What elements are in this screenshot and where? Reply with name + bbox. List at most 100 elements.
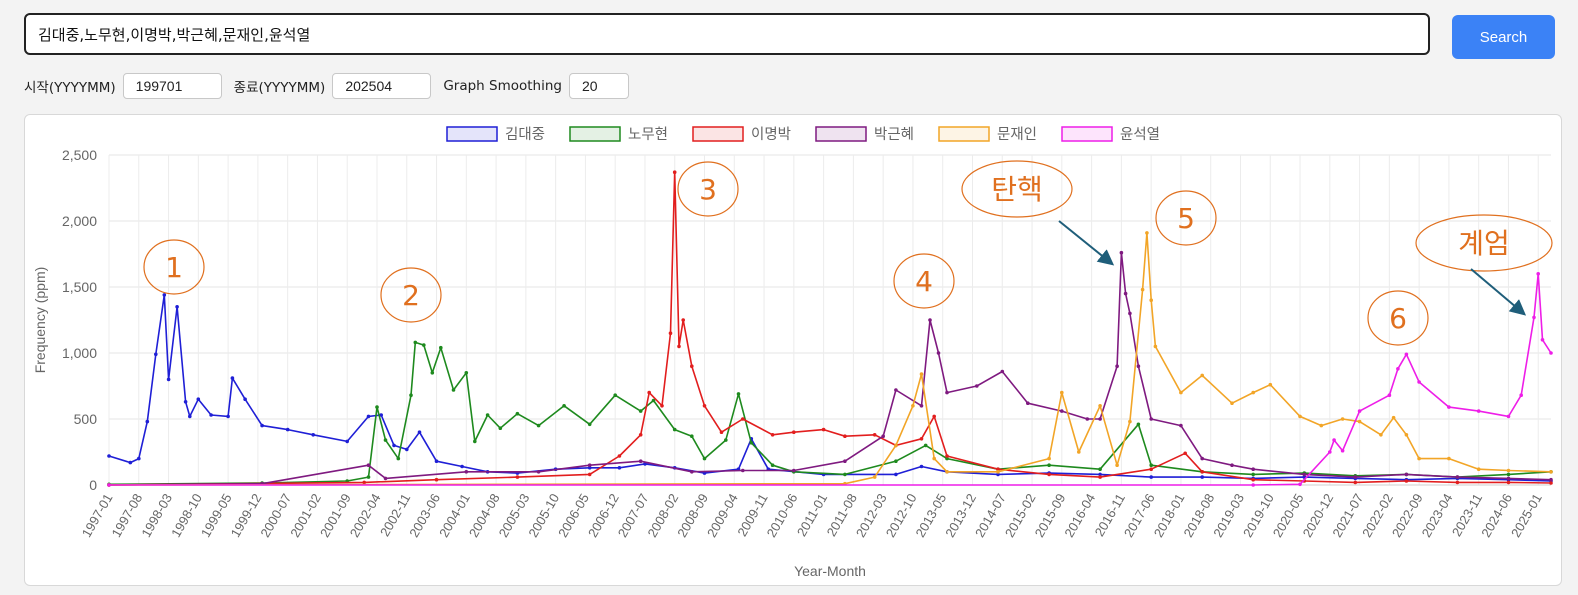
data-point bbox=[1353, 480, 1358, 485]
data-point bbox=[1000, 369, 1005, 374]
data-point bbox=[1549, 481, 1553, 485]
data-point bbox=[1200, 475, 1204, 479]
series-line bbox=[108, 171, 1552, 486]
data-point bbox=[460, 464, 464, 469]
series-line bbox=[108, 251, 1552, 486]
annotation-ellipse bbox=[1367, 290, 1429, 346]
data-point bbox=[1149, 298, 1153, 302]
data-point bbox=[975, 384, 979, 388]
data-point bbox=[1119, 250, 1124, 255]
data-point bbox=[166, 377, 171, 382]
data-point bbox=[770, 463, 775, 468]
data-point bbox=[451, 388, 456, 392]
data-point bbox=[690, 364, 694, 368]
annotation-label: 3 bbox=[699, 173, 717, 206]
annotation-label: 계엄 bbox=[1458, 227, 1510, 260]
data-point bbox=[736, 392, 741, 396]
data-point bbox=[1506, 414, 1511, 419]
data-point bbox=[1404, 479, 1409, 483]
end-input[interactable]: 202504 bbox=[332, 73, 432, 99]
data-point bbox=[1447, 456, 1451, 461]
data-point bbox=[137, 456, 141, 461]
data-point bbox=[1298, 414, 1302, 419]
data-point bbox=[434, 477, 439, 482]
data-point bbox=[226, 414, 230, 419]
data-point bbox=[1123, 291, 1128, 296]
data-point bbox=[1047, 472, 1051, 477]
legend-label[interactable]: 문재인 bbox=[997, 126, 1037, 143]
series-line bbox=[108, 341, 1552, 486]
data-point bbox=[923, 443, 928, 448]
data-point bbox=[485, 413, 490, 417]
legend-label[interactable]: 김대중 bbox=[505, 126, 545, 143]
y-tick-label: 2,500 bbox=[62, 147, 97, 163]
data-point bbox=[1506, 472, 1511, 477]
data-point bbox=[638, 409, 643, 413]
data-point bbox=[1115, 364, 1119, 368]
legend-swatch[interactable] bbox=[938, 126, 990, 142]
data-point bbox=[515, 475, 520, 479]
legend-swatch[interactable] bbox=[446, 126, 498, 142]
data-point bbox=[183, 400, 188, 404]
data-point bbox=[285, 427, 290, 432]
data-point bbox=[1230, 401, 1234, 406]
data-point bbox=[260, 423, 264, 428]
data-point bbox=[1319, 423, 1324, 428]
data-point bbox=[464, 470, 469, 474]
data-point bbox=[1098, 404, 1102, 408]
legend-label[interactable]: 박근혜 bbox=[874, 126, 914, 143]
data-point bbox=[1251, 472, 1255, 477]
data-point bbox=[919, 437, 924, 441]
data-point bbox=[1404, 472, 1409, 477]
annotation-label: 2 bbox=[402, 279, 420, 312]
legend-swatch[interactable] bbox=[692, 126, 744, 142]
data-point bbox=[1140, 287, 1145, 292]
data-point bbox=[154, 352, 158, 357]
data-point bbox=[422, 343, 426, 347]
annotation-label: 6 bbox=[1389, 302, 1407, 335]
data-point bbox=[843, 434, 847, 439]
y-tick-label: 500 bbox=[74, 411, 98, 427]
data-point bbox=[1455, 475, 1460, 479]
data-point bbox=[996, 467, 1000, 472]
data-point bbox=[821, 427, 826, 432]
smoothing-input[interactable]: 20 bbox=[568, 73, 629, 99]
data-point bbox=[1047, 463, 1051, 468]
data-point bbox=[107, 454, 111, 458]
data-point bbox=[1149, 417, 1153, 421]
start-input[interactable]: 199701 bbox=[122, 73, 222, 99]
data-point bbox=[464, 371, 469, 375]
y-tick-label: 2,000 bbox=[62, 213, 97, 229]
legend-label[interactable]: 이명박 bbox=[751, 126, 791, 143]
data-point bbox=[396, 456, 401, 461]
annotation-label: 1 bbox=[165, 251, 183, 284]
data-point bbox=[1230, 463, 1234, 468]
data-point bbox=[741, 468, 745, 473]
data-point bbox=[1540, 338, 1545, 342]
data-point bbox=[702, 456, 707, 461]
data-point bbox=[911, 404, 915, 408]
legend-swatch[interactable] bbox=[1061, 126, 1113, 142]
data-point bbox=[651, 398, 656, 403]
data-point bbox=[945, 454, 949, 458]
data-point bbox=[536, 470, 541, 474]
data-point bbox=[617, 454, 622, 458]
legend-swatch[interactable] bbox=[815, 126, 867, 142]
data-point bbox=[345, 439, 350, 444]
data-point bbox=[379, 413, 384, 417]
data-point bbox=[1098, 467, 1102, 472]
date-controls: 시작(YYYYMM) 199701 종료(YYYYMM) 202504 Grap… bbox=[24, 72, 641, 100]
data-point bbox=[1149, 475, 1153, 479]
search-input[interactable]: 김대중,노무현,이명박,박근혜,문재인,윤석열 bbox=[24, 13, 1430, 55]
legend-swatch[interactable] bbox=[569, 126, 621, 142]
data-point bbox=[1391, 415, 1396, 420]
legend-label[interactable]: 윤석열 bbox=[1120, 126, 1160, 143]
data-point bbox=[945, 456, 949, 461]
search-button[interactable]: Search bbox=[1452, 15, 1555, 59]
data-point bbox=[1200, 373, 1204, 378]
data-point bbox=[1417, 456, 1421, 461]
data-point bbox=[1136, 364, 1141, 368]
data-point bbox=[719, 430, 724, 435]
legend-label[interactable]: 노무현 bbox=[628, 126, 668, 143]
data-point bbox=[894, 443, 898, 448]
